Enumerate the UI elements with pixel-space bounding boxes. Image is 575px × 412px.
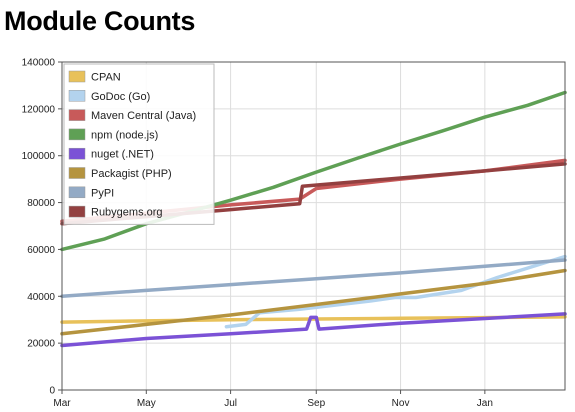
legend-label: nuget (.NET): [91, 149, 154, 161]
legend-label: GoDoc (Go): [91, 91, 150, 103]
x-tick-label: Jan: [477, 398, 493, 409]
plot-border: [61, 61, 566, 391]
y-tick-label: 40000: [27, 292, 55, 303]
y-tick-label: 140000: [22, 58, 56, 69]
legend-swatch: [68, 128, 86, 141]
y-tick-label: 20000: [27, 339, 55, 350]
legend-swatch: [68, 167, 86, 179]
series-line-packagist-php: [60, 268, 567, 336]
legend-label: Rubygems.org: [91, 207, 163, 219]
legend-label: Packagist (PHP): [91, 168, 172, 180]
legend-swatch: [68, 70, 86, 83]
y-tick-label: 80000: [27, 198, 55, 209]
legend-swatch: [68, 147, 86, 160]
x-tick-label: Sep: [307, 398, 325, 409]
legend-label: CPAN: [91, 72, 121, 84]
legend-label: npm (node.js): [91, 129, 158, 141]
chart-title: Module Counts: [4, 6, 196, 36]
series-line-nuget-net: [60, 312, 567, 348]
legend: CPAN GoDoc (Go) Maven Central (Java) npm (n…: [63, 63, 215, 225]
y-tick-label: 120000: [22, 104, 56, 115]
legend-swatch: [68, 186, 86, 199]
series-line-pypi: [60, 258, 567, 299]
legend-label: PyPI: [91, 187, 114, 199]
y-tick-label: 100000: [22, 151, 56, 162]
legend-swatch: [68, 90, 86, 102]
x-tick-label: Nov: [392, 398, 410, 409]
x-tick-label: Mar: [53, 398, 71, 409]
x-tick-label: Jul: [224, 398, 237, 409]
legend-label: Maven Central (Java): [91, 110, 196, 122]
y-tick-label: 60000: [27, 245, 55, 256]
x-tick-label: May: [137, 398, 156, 409]
y-tick-label: 0: [49, 386, 55, 397]
legend-swatch: [68, 205, 86, 218]
legend-swatch: [68, 109, 86, 121]
legend-box: [63, 63, 215, 225]
axis-ticks: 0 20000 40000 60000 80000 100000 120000 140000 M…: [22, 58, 493, 410]
